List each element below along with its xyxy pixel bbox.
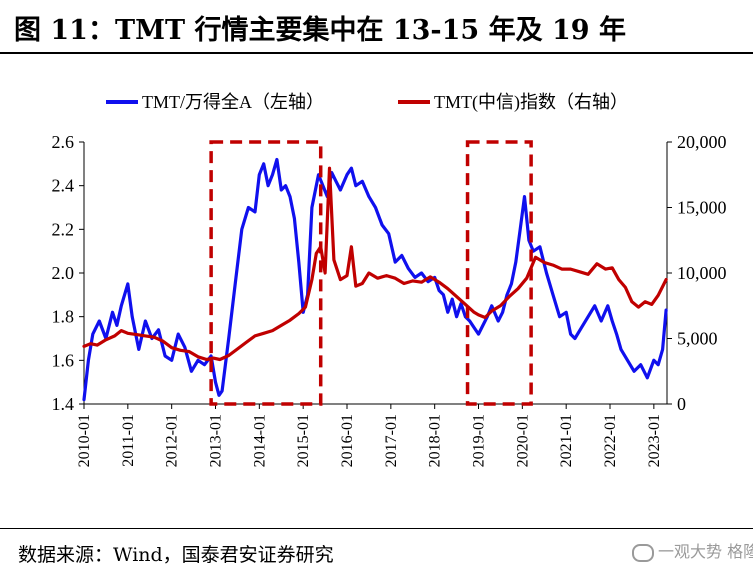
- left-axis-tick-label: 1.4: [52, 394, 75, 414]
- right-axis-tick-label: 15,000: [677, 198, 727, 218]
- series-line-tmt-ratio: [82, 157, 668, 402]
- x-axis-tick-label: 2018-01: [427, 414, 444, 467]
- x-axis-tick-label: 2016-01: [339, 414, 356, 467]
- left-axis-tick-label: 2.2: [52, 219, 75, 239]
- right-axis-tick-label: 0: [677, 394, 686, 414]
- figure-title: 图 11：TMT 行情主要集中在 13-15 年及 19 年: [14, 15, 626, 46]
- x-axis-tick-label: 2021-01: [558, 414, 575, 467]
- source-rule: [0, 528, 753, 529]
- x-axis-tick-label: 2023-01: [646, 414, 663, 467]
- left-axis-tick-label: 2.6: [52, 132, 75, 152]
- left-axis-tick-label: 1.8: [52, 307, 75, 327]
- x-axis-tick-label: 2019-01: [471, 414, 488, 467]
- left-axis-tick-label: 1.6: [52, 350, 75, 370]
- right-axis-tick-label: 5,000: [677, 329, 718, 349]
- highlight-box-2: [465, 140, 533, 406]
- series-line-tmt-index: [82, 166, 668, 362]
- x-axis-tick-label: 2011-01: [120, 414, 137, 467]
- left-axis-tick-label: 2.0: [52, 263, 75, 283]
- x-axis-tick-label: 2012-01: [164, 414, 181, 467]
- source-note: 数据来源：Wind，国泰君安证券研究: [18, 544, 334, 566]
- right-axis-tick-label: 20,000: [677, 132, 727, 152]
- x-axis-tick-label: 2017-01: [383, 414, 400, 467]
- watermark-text: 一观大势 格隆汇: [658, 542, 753, 561]
- x-axis-tick-label: 2010-01: [76, 414, 93, 467]
- x-axis-tick-label: 2013-01: [208, 414, 225, 467]
- highlight-box-1: [209, 140, 323, 406]
- right-axis-tick-label: 10,000: [677, 263, 727, 283]
- x-axis-tick-label: 2020-01: [514, 414, 531, 467]
- x-axis-tick-label: 2014-01: [251, 414, 268, 467]
- title-rule: [0, 52, 753, 54]
- x-axis-tick-label: 2015-01: [295, 414, 312, 467]
- watermark: 一观大势 格隆汇: [632, 538, 753, 562]
- left-axis-tick-label: 2.4: [52, 176, 75, 196]
- x-axis-tick-label: 2022-01: [602, 414, 619, 467]
- legend-label-tmt-index: TMT(中信)指数（右轴）: [434, 92, 628, 113]
- wechat-icon: [632, 543, 654, 562]
- legend-label-tmt-ratio: TMT/万得全A（左轴）: [142, 92, 324, 112]
